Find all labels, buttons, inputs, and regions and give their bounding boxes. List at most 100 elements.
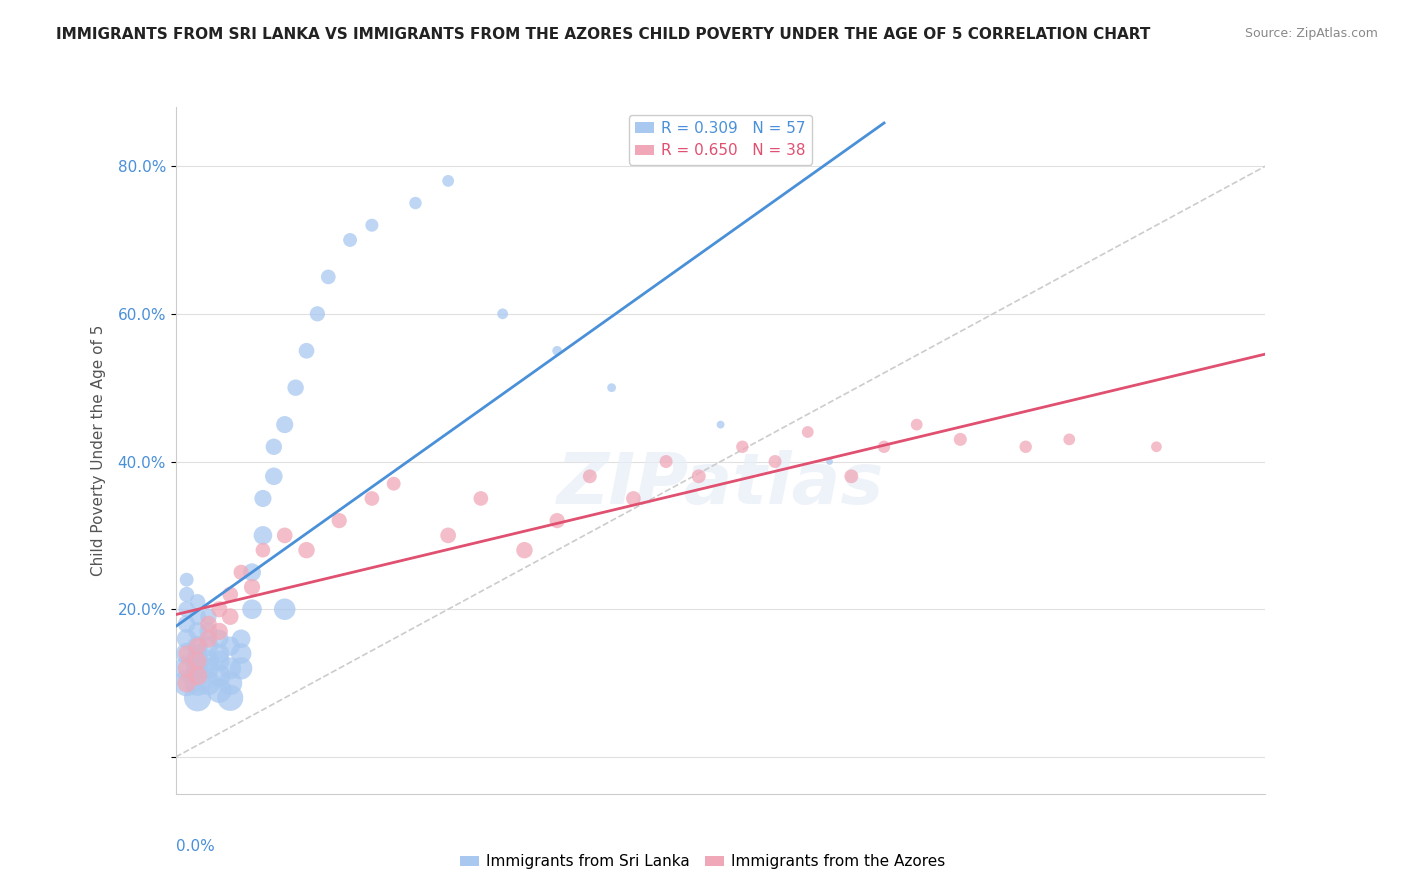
Point — [186, 690, 209, 705]
Point — [284, 381, 307, 395]
Point — [873, 440, 896, 454]
Point — [176, 647, 198, 661]
Text: ZIPatlas: ZIPatlas — [557, 450, 884, 519]
Point — [186, 624, 209, 639]
Point — [1144, 440, 1167, 454]
Point — [818, 454, 841, 468]
Point — [219, 676, 242, 690]
Point — [197, 654, 219, 668]
Point — [339, 233, 361, 247]
Point — [208, 632, 231, 646]
Point — [274, 602, 297, 616]
Point — [263, 440, 285, 454]
Point — [208, 654, 231, 668]
Point — [240, 602, 263, 616]
Point — [186, 654, 209, 668]
Point — [949, 433, 972, 447]
Point — [197, 661, 219, 675]
Point — [208, 683, 231, 698]
Point — [1057, 433, 1080, 447]
Y-axis label: Child Poverty Under the Age of 5: Child Poverty Under the Age of 5 — [91, 325, 107, 576]
Point — [197, 639, 219, 653]
Point — [470, 491, 492, 506]
Point — [197, 632, 219, 646]
Point — [176, 647, 198, 661]
Point — [360, 218, 382, 232]
Point — [176, 676, 198, 690]
Point — [841, 469, 863, 483]
Point — [274, 417, 297, 432]
Point — [710, 417, 733, 432]
Point — [219, 690, 242, 705]
Text: IMMIGRANTS FROM SRI LANKA VS IMMIGRANTS FROM THE AZORES CHILD POVERTY UNDER THE : IMMIGRANTS FROM SRI LANKA VS IMMIGRANTS … — [56, 27, 1150, 42]
Point — [186, 676, 209, 690]
Point — [797, 425, 820, 439]
Point — [186, 661, 209, 675]
Point — [219, 661, 242, 675]
Point — [360, 491, 382, 506]
Point — [231, 661, 253, 675]
Point — [208, 669, 231, 683]
Point — [688, 469, 710, 483]
Point — [240, 580, 263, 594]
Point — [197, 676, 219, 690]
Point — [176, 632, 198, 646]
Point — [186, 609, 209, 624]
Point — [546, 343, 568, 358]
Point — [197, 624, 219, 639]
Point — [295, 343, 318, 358]
Point — [240, 566, 263, 580]
Point — [176, 661, 198, 675]
Legend: Immigrants from Sri Lanka, Immigrants from the Azores: Immigrants from Sri Lanka, Immigrants fr… — [454, 848, 952, 875]
Text: 0.0%: 0.0% — [176, 838, 215, 854]
Point — [295, 543, 318, 558]
Point — [905, 417, 928, 432]
Point — [731, 440, 754, 454]
Point — [219, 587, 242, 601]
Point — [231, 647, 253, 661]
Point — [197, 609, 219, 624]
Point — [176, 573, 198, 587]
Point — [274, 528, 297, 542]
Point — [252, 543, 274, 558]
Point — [176, 617, 198, 632]
Point — [176, 676, 198, 690]
Point — [186, 669, 209, 683]
Point — [600, 381, 623, 395]
Point — [318, 269, 340, 284]
Point — [252, 491, 274, 506]
Point — [186, 595, 209, 609]
Point — [579, 469, 602, 483]
Point — [219, 609, 242, 624]
Point — [176, 587, 198, 601]
Text: Source: ZipAtlas.com: Source: ZipAtlas.com — [1244, 27, 1378, 40]
Point — [208, 602, 231, 616]
Point — [186, 647, 209, 661]
Point — [231, 632, 253, 646]
Point — [492, 307, 515, 321]
Point — [176, 661, 198, 675]
Point — [231, 566, 253, 580]
Point — [655, 454, 678, 468]
Point — [763, 454, 786, 468]
Point — [405, 196, 427, 211]
Point — [307, 307, 329, 321]
Point — [197, 617, 219, 632]
Point — [252, 528, 274, 542]
Point — [208, 624, 231, 639]
Point — [186, 654, 209, 668]
Point — [546, 514, 568, 528]
Legend: R = 0.309   N = 57, R = 0.650   N = 38: R = 0.309 N = 57, R = 0.650 N = 38 — [630, 115, 811, 164]
Point — [176, 602, 198, 616]
Point — [208, 647, 231, 661]
Point — [263, 469, 285, 483]
Point — [513, 543, 536, 558]
Point — [186, 639, 209, 653]
Point — [437, 174, 460, 188]
Point — [621, 491, 644, 506]
Point — [219, 639, 242, 653]
Point — [437, 528, 460, 542]
Point — [1015, 440, 1038, 454]
Point — [328, 514, 350, 528]
Point — [382, 476, 405, 491]
